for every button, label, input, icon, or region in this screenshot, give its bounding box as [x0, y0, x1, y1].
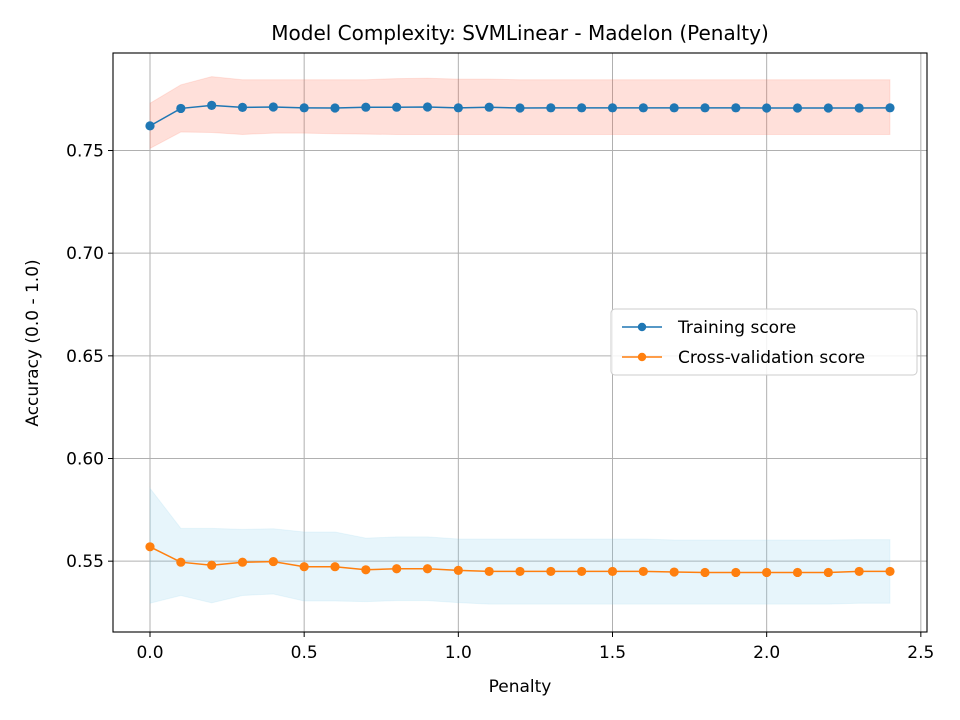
chart-title: Model Complexity: SVMLinear - Madelon (P…: [271, 21, 769, 45]
y-tick-label: 0.70: [66, 244, 104, 264]
cv-score-point: [546, 566, 556, 577]
cv-score-point: [669, 567, 679, 577]
training-score-point: [207, 100, 217, 110]
legend: Training score Cross-validation score: [610, 308, 918, 376]
training-score-point: [453, 103, 463, 113]
training-score-point: [268, 102, 278, 112]
training-score-point: [422, 102, 433, 112]
training-score-point: [792, 103, 803, 113]
training-score-point: [700, 103, 710, 113]
legend-marker-training: [637, 322, 647, 332]
y-tick-label: 0.55: [66, 552, 104, 572]
cv-score-point: [854, 566, 864, 577]
training-score-point: [885, 103, 895, 113]
grid-lines: [113, 53, 927, 632]
y-tick-label: 0.65: [66, 347, 104, 367]
training-score-point: [145, 121, 155, 131]
cv-score-point: [731, 567, 741, 578]
cv-score-point: [885, 566, 895, 577]
series-points: [145, 100, 895, 578]
x-tick-label: 0.0: [136, 643, 163, 663]
training-score-point: [176, 103, 186, 114]
y-tick-label: 0.60: [66, 450, 104, 470]
training-score-point: [515, 103, 525, 113]
cv-score-point: [392, 564, 402, 574]
training-score-point: [299, 103, 309, 113]
training-score-point: [546, 103, 556, 113]
training-score-point: [823, 103, 833, 113]
cv-score-point: [268, 556, 278, 567]
legend-label-cv: Cross-validation score: [678, 348, 865, 368]
y-axis-label: Accuracy (0.0 - 1.0): [23, 259, 43, 426]
cv-score-point: [577, 566, 587, 577]
x-axis-label: Penalty: [489, 677, 552, 697]
cv-score-point: [176, 557, 186, 567]
training-score-point: [330, 103, 340, 113]
cv-score-point: [484, 566, 494, 577]
training-score-point: [361, 102, 371, 112]
training-score-point: [669, 103, 679, 113]
cv-score-point: [515, 566, 525, 577]
cv-score-point: [237, 557, 248, 567]
cv-score-point: [762, 567, 772, 578]
cv-score-point: [145, 542, 155, 552]
cv-score-point: [330, 562, 340, 572]
x-tick-label: 2.0: [753, 643, 780, 663]
training-score-point: [392, 102, 402, 112]
legend-box: [610, 308, 918, 376]
y-tick-label: 0.75: [66, 142, 104, 162]
cv-score-point: [638, 566, 648, 577]
training-score-point: [762, 103, 772, 113]
legend-label-training: Training score: [677, 318, 796, 338]
x-tick-label: 2.5: [907, 643, 934, 663]
cv-score-point: [700, 567, 710, 578]
training-score-point: [854, 103, 864, 113]
x-tick-label: 1.5: [599, 643, 626, 663]
cv-score-point: [299, 562, 309, 572]
training-score-point: [607, 103, 618, 113]
training-score-point: [638, 103, 648, 113]
x-tick-label: 1.0: [445, 643, 472, 663]
training-score-point: [731, 103, 741, 113]
x-axis-ticks: 0.0 0.5 1.0 1.5 2.0 2.5: [136, 632, 934, 663]
training-score-point: [484, 102, 494, 112]
legend-marker-cv: [637, 352, 647, 362]
cv-score-point: [361, 565, 371, 575]
y-axis-ticks: 0.55 0.60 0.65 0.70 0.75: [66, 142, 113, 572]
cv-score-point: [207, 560, 217, 570]
training-score-point: [237, 102, 248, 113]
cv-score-point: [792, 567, 803, 578]
cv-score-point: [453, 565, 463, 576]
training-score-point: [577, 103, 587, 113]
x-tick-label: 0.5: [291, 643, 318, 663]
cv-score-point: [422, 564, 433, 574]
cv-score-point: [823, 567, 833, 578]
plot-frame: [112, 52, 928, 633]
cv-score-point: [607, 566, 618, 577]
